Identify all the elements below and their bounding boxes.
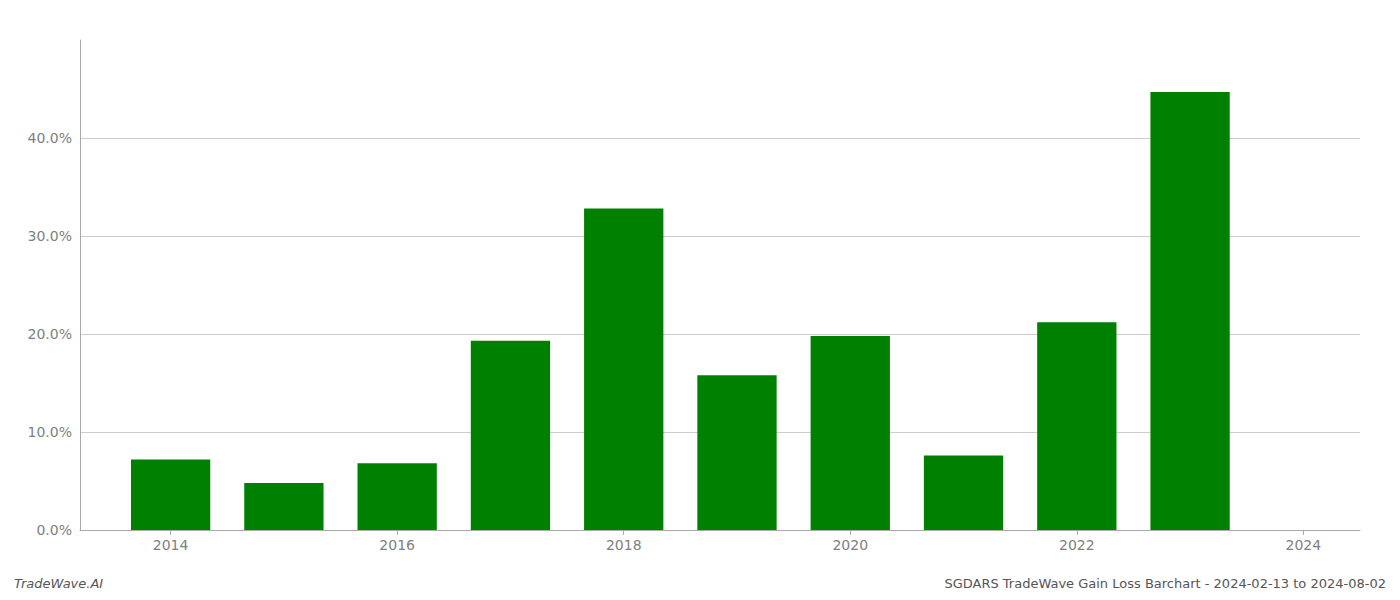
svg-text:2016: 2016 xyxy=(379,537,415,553)
svg-text:2014: 2014 xyxy=(153,537,189,553)
svg-text:40.0%: 40.0% xyxy=(28,130,72,146)
svg-text:0.0%: 0.0% xyxy=(36,522,72,538)
svg-text:2018: 2018 xyxy=(606,537,642,553)
svg-text:10.0%: 10.0% xyxy=(28,424,72,440)
svg-text:30.0%: 30.0% xyxy=(28,228,72,244)
svg-text:2024: 2024 xyxy=(1286,537,1322,553)
svg-text:2020: 2020 xyxy=(832,537,868,553)
svg-text:20.0%: 20.0% xyxy=(28,326,72,342)
svg-text:SGDARS TradeWave Gain Loss Bar: SGDARS TradeWave Gain Loss Barchart - 20… xyxy=(944,576,1386,591)
svg-text:TradeWave.AI: TradeWave.AI xyxy=(14,576,103,591)
svg-text:2022: 2022 xyxy=(1059,537,1095,553)
